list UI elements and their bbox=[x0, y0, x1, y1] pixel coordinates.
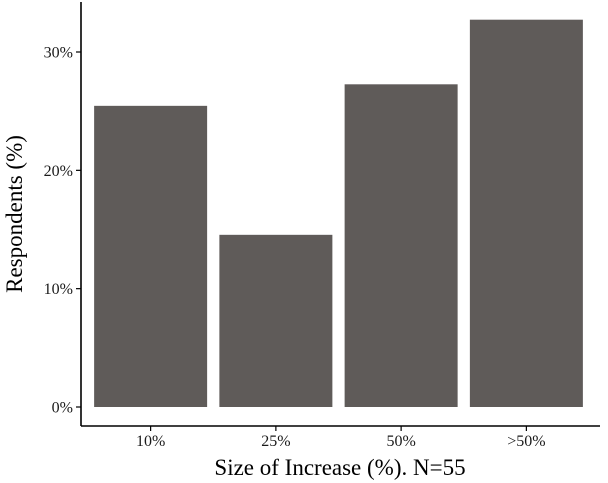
bars bbox=[94, 19, 583, 408]
x-axis-title: Size of Increase (%). N=55 bbox=[214, 455, 465, 480]
x-axis-ticks: 10% 25% 50% >50% bbox=[136, 426, 546, 450]
bar bbox=[94, 105, 208, 407]
x-tick-label: 10% bbox=[136, 433, 165, 450]
bar bbox=[219, 234, 333, 407]
bar bbox=[469, 19, 583, 407]
bar bbox=[344, 84, 458, 408]
y-tick-label: 10% bbox=[44, 281, 73, 298]
y-axis-title: Respondents (%) bbox=[2, 135, 27, 293]
y-tick-label: 0% bbox=[52, 400, 73, 417]
y-axis-ticks: 0% 10% 20% 30% bbox=[44, 45, 81, 417]
x-tick-label: >50% bbox=[507, 433, 545, 450]
x-tick-label: 50% bbox=[386, 433, 415, 450]
y-tick-label: 30% bbox=[44, 45, 73, 62]
y-tick-label: 20% bbox=[44, 163, 73, 180]
x-tick-label: 25% bbox=[261, 433, 290, 450]
